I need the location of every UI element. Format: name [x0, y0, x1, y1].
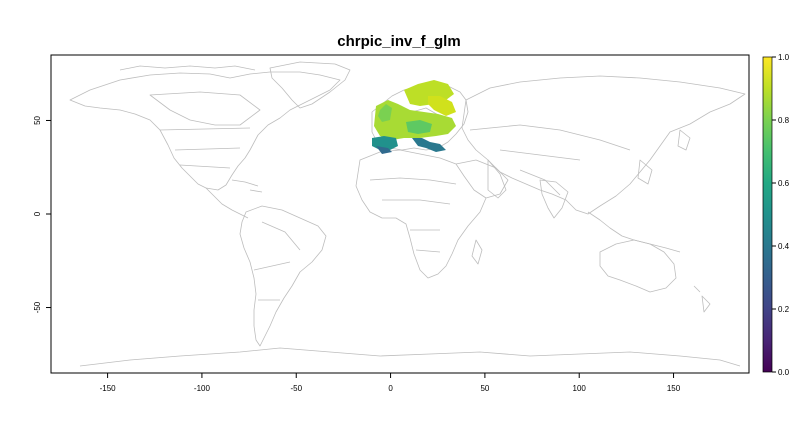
- colorbar-ticks: 0.0 0.2 0.4 0.6 0.8 1.0: [772, 53, 790, 377]
- x-tick-label: -50: [290, 384, 302, 393]
- colorbar-tick-label: 0.4: [778, 242, 790, 251]
- country-borders: [69, 61, 746, 367]
- colorbar-tick-label: 0.2: [778, 305, 790, 314]
- y-tick-label: 0: [33, 211, 42, 216]
- australia-outline: [599, 239, 677, 293]
- colorbar-tick-label: 1.0: [778, 53, 790, 62]
- africa-outline: [355, 149, 487, 279]
- north-america-outline: [69, 71, 341, 191]
- south-america-outline: [239, 205, 327, 347]
- india-outline: [539, 179, 569, 219]
- raster-central-europe: [406, 120, 432, 134]
- map-title: chrpic_inv_f_glm: [337, 33, 460, 50]
- colorbar-tick-label: 0.6: [778, 179, 790, 188]
- y-tick-label: -50: [33, 301, 42, 313]
- greenland-outline: [269, 61, 351, 109]
- raster-baltic: [428, 96, 456, 116]
- raster-iberia-south: [376, 146, 392, 154]
- colorbar: [762, 56, 773, 373]
- color-legend: 0.0 0.2 0.4 0.6 0.8 1.0: [762, 53, 790, 377]
- raster-west-europe: [374, 100, 456, 140]
- colorbar-tick-label: 0.8: [778, 116, 790, 125]
- y-tick-label: 50: [33, 115, 42, 124]
- raster-uk: [378, 104, 392, 122]
- x-tick-label: -100: [194, 384, 211, 393]
- antarctica-outline: [79, 347, 741, 367]
- map-panel: [69, 61, 746, 367]
- x-tick-label: 50: [480, 384, 489, 393]
- prediction-raster: [372, 80, 456, 154]
- colorbar-tick-label: 0.0: [778, 368, 790, 377]
- asia-outline: [461, 75, 746, 215]
- raster-italy-balkans: [412, 138, 446, 152]
- x-tick-label: 0: [388, 384, 393, 393]
- x-tick-label: 100: [573, 384, 587, 393]
- plot-frame: [50, 54, 750, 374]
- x-axis: -150 -100 -50 0 50 100 150: [100, 373, 681, 393]
- y-axis: -50 0 50: [33, 115, 51, 313]
- x-tick-label: 150: [667, 384, 681, 393]
- x-tick-label: -150: [100, 384, 117, 393]
